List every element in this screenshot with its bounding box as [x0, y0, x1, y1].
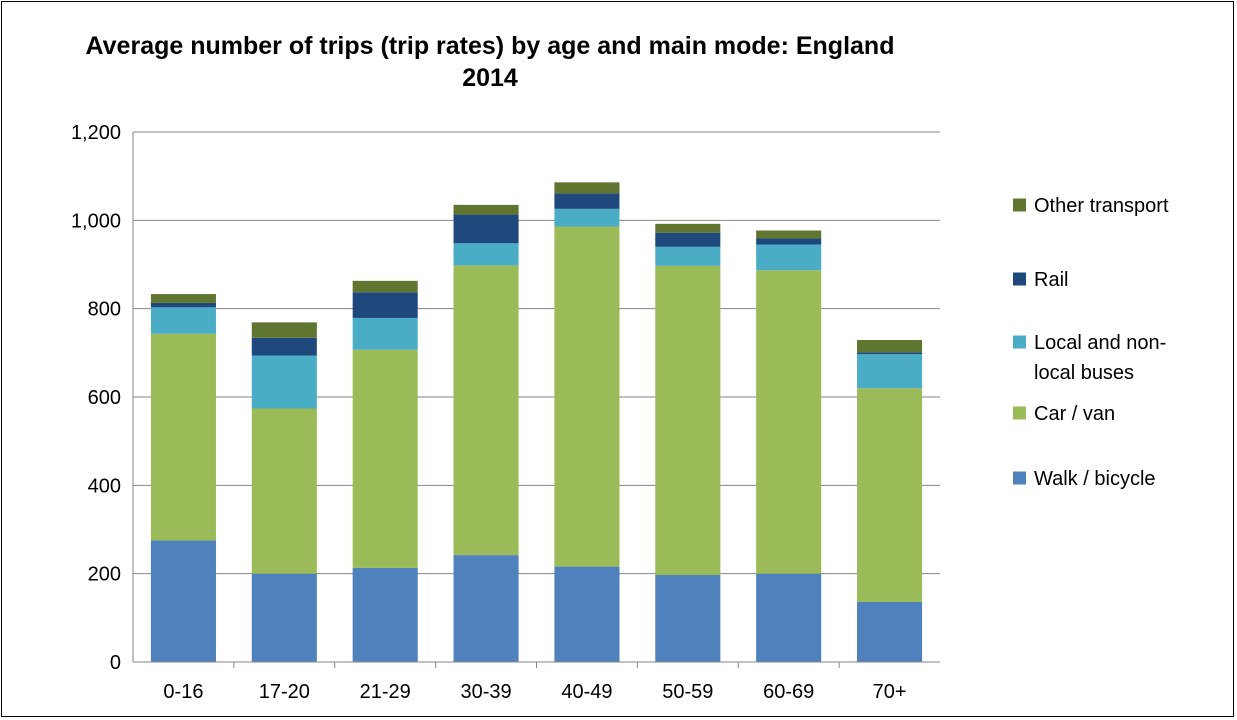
legend-swatch-rail [1013, 272, 1026, 286]
bar-40-49-other-transport [554, 182, 620, 194]
legend-swatch-car-van [1013, 406, 1026, 420]
bar-40-49-walk-bicycle [554, 566, 620, 662]
bar-60-69-walk-bicycle [756, 573, 822, 662]
x-tick-label-3: 30-39 [460, 681, 511, 703]
bar-0-16-walk-bicycle [150, 540, 216, 662]
bars-layer [150, 182, 923, 662]
x-tick-label-5: 50-59 [662, 681, 713, 703]
legend-label-walk-bicycle: Walk / bicycle [1034, 468, 1156, 490]
bar-50-59-car-van [655, 265, 721, 575]
bar-60-69-rail [756, 238, 822, 245]
chart-title-line-1: Average number of trips (trip rates) by … [85, 32, 895, 60]
legend-label-line: Other transport [1034, 195, 1169, 217]
x-tick-label-7: 70+ [873, 681, 907, 703]
bar-0-16-car-van [150, 333, 216, 541]
legend-label-car-van: Car / van [1034, 403, 1115, 425]
bar-17-20-walk-bicycle [251, 573, 317, 662]
x-tick-label-0: 0-16 [163, 681, 203, 703]
y-tick-label-6: 1,200 [71, 122, 121, 144]
axis-layer: 0 200 400 600 800 1,000 1,200 0-16 17-20 21-29 30-… [71, 122, 940, 703]
y-tick-label-1: 200 [88, 564, 121, 586]
bar-50-59-rail [655, 232, 721, 247]
bar-17-20-local-and-non-local-buses [251, 355, 317, 409]
bar-30-39-walk-bicycle [453, 555, 519, 662]
chart-title-line-2: 2014 [462, 64, 518, 92]
bar-60-69-other-transport [756, 230, 822, 239]
legend-label-line: Car / van [1034, 403, 1115, 425]
y-tick-label-3: 600 [88, 387, 121, 409]
legend-label-rail: Rail [1034, 269, 1068, 291]
bar-0-16-other-transport [150, 294, 216, 303]
bar-30-39-other-transport [453, 204, 519, 215]
bar-17-20-car-van [251, 408, 317, 574]
x-tick-label-4: 40-49 [561, 681, 612, 703]
bar-0-16-rail [150, 302, 216, 308]
bar-50-59-walk-bicycle [655, 574, 721, 662]
bar-21-29-car-van [352, 349, 418, 568]
y-tick-label-2: 400 [88, 475, 121, 497]
bar-40-49-local-and-non-local-buses [554, 208, 620, 227]
bar-50-59-local-and-non-local-buses [655, 246, 721, 266]
legend-swatch-walk-bicycle [1013, 471, 1026, 485]
legend-label-other-transport: Other transport [1034, 195, 1169, 217]
bar-21-29-other-transport [352, 280, 418, 293]
bar-0-16-local-and-non-local-buses [150, 307, 216, 334]
legend-label-line: Local and non- [1034, 332, 1166, 354]
x-tick-label-2: 21-29 [360, 681, 411, 703]
bar-40-49-rail [554, 193, 620, 209]
bar-21-29-rail [352, 292, 418, 318]
legend-swatch-other-transport [1013, 198, 1026, 212]
y-tick-label-5: 1,000 [71, 210, 121, 232]
bar-21-29-local-and-non-local-buses [352, 317, 418, 350]
bar-70+-car-van [857, 388, 923, 602]
bar-50-59-other-transport [655, 223, 721, 233]
legend-label-line: Rail [1034, 269, 1068, 291]
bar-70+-rail [857, 352, 923, 355]
x-tick-label-1: 17-20 [259, 681, 310, 703]
bar-30-39-rail [453, 214, 519, 244]
legend-label-local-and-non-local-buses: Local and non-local buses [1034, 332, 1166, 384]
bar-60-69-local-and-non-local-buses [756, 244, 822, 271]
bar-17-20-rail [251, 337, 317, 356]
bar-40-49-car-van [554, 226, 620, 567]
x-tick-label-6: 60-69 [763, 681, 814, 703]
bar-70+-other-transport [857, 340, 923, 353]
bar-60-69-car-van [756, 270, 822, 574]
bar-21-29-walk-bicycle [352, 567, 418, 662]
bar-17-20-other-transport [251, 322, 317, 338]
chart-title: Average number of trips (trip rates) by … [0, 30, 980, 94]
bar-30-39-car-van [453, 265, 519, 556]
bar-30-39-local-and-non-local-buses [453, 243, 519, 266]
y-tick-label-4: 800 [88, 299, 121, 321]
legend-swatch-local-and-non-local-buses [1013, 335, 1026, 349]
y-tick-label-0: 0 [110, 652, 121, 674]
legend-label-line: local buses [1034, 362, 1134, 384]
legend-label-line: Walk / bicycle [1034, 468, 1156, 490]
legend: Other transport Rail Local and non-local b… [1013, 195, 1169, 490]
bar-70+-local-and-non-local-buses [857, 354, 923, 389]
bar-70+-walk-bicycle [857, 601, 923, 662]
